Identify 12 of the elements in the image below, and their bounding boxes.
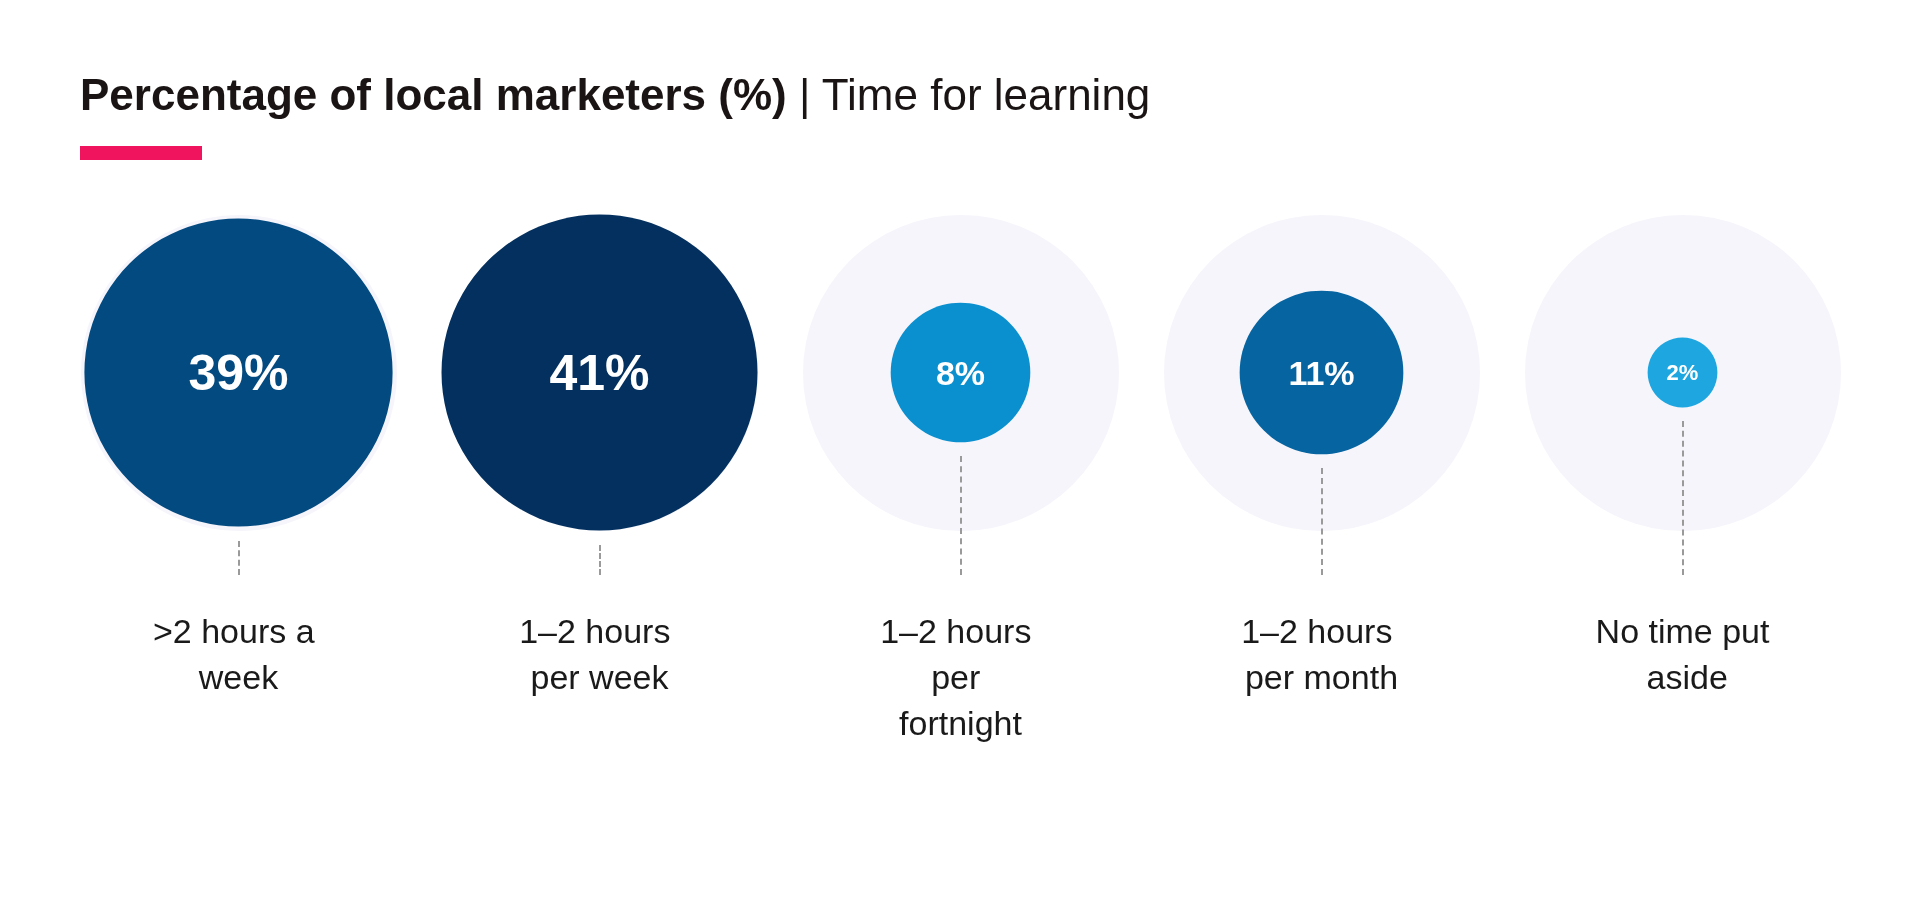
category-label: 1–2 hours per week (519, 612, 680, 696)
category-label: No time put aside (1595, 612, 1770, 696)
category-label: 1–2 hours per fortnight (880, 612, 1041, 742)
text: Percentage of local marketers (%) (80, 70, 787, 119)
data-label: 2% (1666, 360, 1699, 385)
data-label: 41% (549, 344, 650, 401)
data-label: 39% (188, 344, 289, 401)
category-label: >2 hours a week (152, 612, 325, 696)
text: | Time for learning (797, 70, 1151, 119)
category-label: 1–2 hours per month (1241, 612, 1402, 696)
data-label: 11% (1288, 353, 1355, 392)
data-label: 8% (935, 353, 986, 392)
